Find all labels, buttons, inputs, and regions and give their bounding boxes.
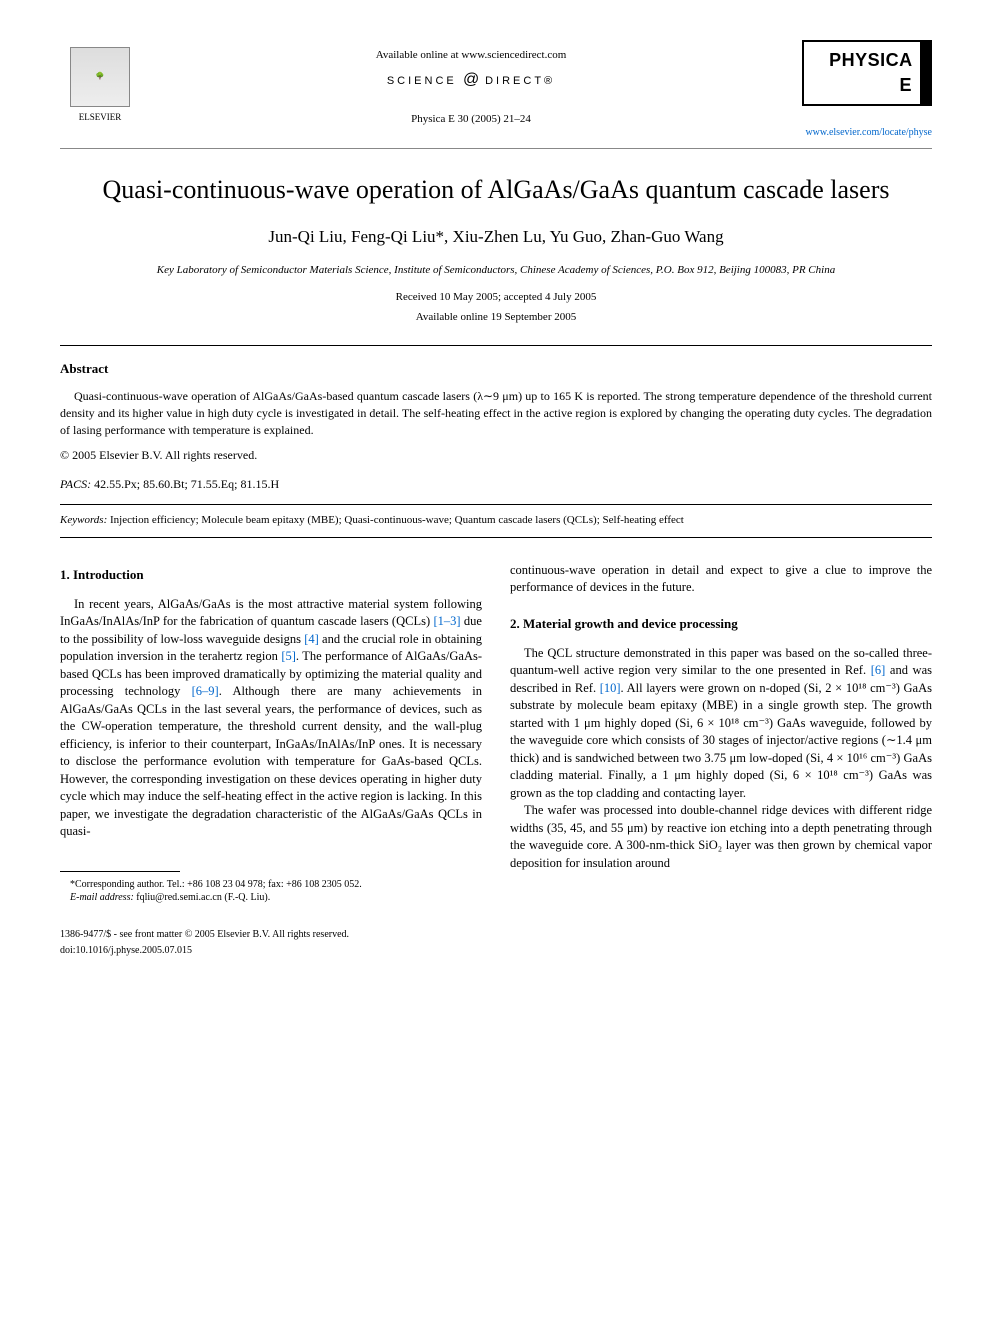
journal-url-link[interactable]: www.elsevier.com/locate/physe bbox=[802, 126, 932, 140]
material-paragraph-2: The wafer was processed into double-chan… bbox=[510, 802, 932, 872]
physica-word: PHYSICA bbox=[829, 50, 912, 70]
physica-logo-block: PHYSICA E www.elsevier.com/locate/physe bbox=[802, 40, 932, 140]
physica-e: E bbox=[899, 75, 912, 95]
ref-link-10[interactable]: [10] bbox=[600, 681, 621, 695]
keywords-top-rule bbox=[60, 504, 932, 505]
sd-word1: SCIENCE bbox=[387, 75, 457, 87]
email-label: E-mail address: bbox=[70, 892, 134, 903]
keywords-label: Keywords: bbox=[60, 514, 107, 526]
elsevier-label: ELSEVIER bbox=[79, 111, 122, 124]
journal-reference: Physica E 30 (2005) 21–24 bbox=[140, 112, 802, 127]
article-title: Quasi-continuous-wave operation of AlGaA… bbox=[60, 173, 932, 207]
intro-continuation: continuous-wave operation in detail and … bbox=[510, 562, 932, 597]
ref-link-1-3[interactable]: [1–3] bbox=[433, 614, 460, 628]
section-2-heading: 2. Material growth and device processing bbox=[510, 615, 932, 633]
affiliation: Key Laboratory of Semiconductor Material… bbox=[60, 263, 932, 278]
abstract-heading: Abstract bbox=[60, 360, 932, 378]
abstract-text: Quasi-continuous-wave operation of AlGaA… bbox=[60, 388, 932, 438]
keywords-text: Injection efficiency; Molecule beam epit… bbox=[110, 514, 684, 526]
pacs-codes: 42.55.Px; 85.60.Bt; 71.55.Eq; 81.15.H bbox=[94, 477, 279, 491]
sd-word2: DIRECT® bbox=[485, 75, 555, 87]
science-direct-logo: SCIENCE @ DIRECT® bbox=[140, 69, 802, 91]
journal-header: 🌳 ELSEVIER Available online at www.scien… bbox=[60, 40, 932, 140]
keywords-line: Keywords: Injection efficiency; Molecule… bbox=[60, 513, 932, 528]
header-center: Available online at www.sciencedirect.co… bbox=[140, 40, 802, 127]
received-date: Received 10 May 2005; accepted 4 July 20… bbox=[60, 290, 932, 305]
right-column: continuous-wave operation in detail and … bbox=[510, 562, 932, 958]
online-date: Available online 19 September 2005 bbox=[60, 310, 932, 325]
ref-link-4[interactable]: [4] bbox=[304, 632, 319, 646]
mat-text-c: . All layers were grown on n-doped (Si, … bbox=[510, 681, 932, 800]
intro-text-e: . Although there are many achievements i… bbox=[60, 684, 482, 838]
left-column: 1. Introduction In recent years, AlGaAs/… bbox=[60, 562, 482, 958]
material-paragraph-1: The QCL structure demonstrated in this p… bbox=[510, 645, 932, 803]
physica-logo: PHYSICA E bbox=[802, 40, 932, 106]
author-list: Jun-Qi Liu, Feng-Qi Liu*, Xiu-Zhen Lu, Y… bbox=[60, 225, 932, 249]
pacs-line: PACS: 42.55.Px; 85.60.Bt; 71.55.Eq; 81.1… bbox=[60, 476, 932, 493]
body-columns: 1. Introduction In recent years, AlGaAs/… bbox=[60, 562, 932, 958]
abstract-copyright: © 2005 Elsevier B.V. All rights reserved… bbox=[60, 447, 932, 464]
elsevier-logo: 🌳 ELSEVIER bbox=[60, 40, 140, 130]
elsevier-tree-icon: 🌳 bbox=[70, 47, 130, 107]
intro-paragraph: In recent years, AlGaAs/GaAs is the most… bbox=[60, 596, 482, 841]
intro-text-a: In recent years, AlGaAs/GaAs is the most… bbox=[60, 597, 482, 629]
abstract-top-rule bbox=[60, 345, 932, 346]
ref-link-5[interactable]: [5] bbox=[281, 649, 296, 663]
keywords-bottom-rule bbox=[60, 537, 932, 538]
sd-at-icon: @ bbox=[463, 71, 479, 88]
available-online-text: Available online at www.sciencedirect.co… bbox=[140, 48, 802, 63]
section-1-heading: 1. Introduction bbox=[60, 566, 482, 584]
email-footnote: E-mail address: fqliu@red.semi.ac.cn (F.… bbox=[60, 891, 482, 904]
doi-line: doi:10.1016/j.physe.2005.07.015 bbox=[60, 944, 482, 958]
footnote-rule bbox=[60, 871, 180, 872]
pacs-label: PACS: bbox=[60, 477, 91, 491]
ref-link-6-9[interactable]: [6–9] bbox=[192, 684, 219, 698]
mat-text-a: The QCL structure demonstrated in this p… bbox=[510, 646, 932, 678]
email-address: fqliu@red.semi.ac.cn (F.-Q. Liu). bbox=[136, 892, 270, 903]
header-rule bbox=[60, 148, 932, 149]
corresponding-author-footnote: *Corresponding author. Tel.: +86 108 23 … bbox=[60, 878, 482, 891]
ref-link-6[interactable]: [6] bbox=[871, 663, 886, 677]
issn-line: 1386-9477/$ - see front matter © 2005 El… bbox=[60, 928, 482, 942]
